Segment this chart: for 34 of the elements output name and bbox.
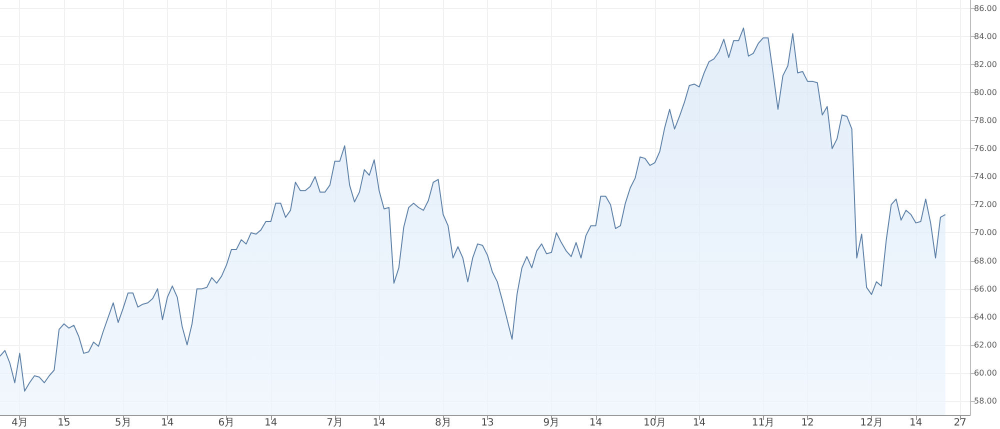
x-tick-label: 11月 xyxy=(752,418,775,428)
y-tick-label: 76.00 xyxy=(974,144,997,154)
y-tick-label: 64.00 xyxy=(974,312,997,322)
x-tick-label: 8月 xyxy=(434,418,452,428)
y-tick-label: 86.00 xyxy=(974,4,997,13)
y-tick-label: 74.00 xyxy=(974,172,997,182)
x-tick-label: 14 xyxy=(161,418,174,428)
x-tick-label: 14 xyxy=(692,418,706,428)
x-tick-label: 9月 xyxy=(543,418,560,428)
x-tick-label: 4月 xyxy=(12,418,28,428)
x-tick-label: 13 xyxy=(481,418,494,428)
y-tick-label: 80.00 xyxy=(974,88,997,98)
y-tick-label: 78.00 xyxy=(974,116,997,126)
y-tick-label: 66.00 xyxy=(974,284,997,294)
x-tick-label: 14 xyxy=(264,418,278,428)
x-tick-label: 5月 xyxy=(114,418,132,428)
x-tick-label: 12 xyxy=(801,418,814,428)
x-tick-label: 14 xyxy=(372,418,386,428)
y-tick-label: 82.00 xyxy=(974,60,997,69)
y-tick-label: 60.00 xyxy=(974,368,997,378)
y-tick-label: 84.00 xyxy=(974,32,997,41)
x-tick-label: 7月 xyxy=(326,418,344,428)
x-tick-label: 14 xyxy=(909,418,922,428)
y-tick-label: 70.00 xyxy=(974,228,997,238)
x-tick-label: 12月 xyxy=(860,418,883,428)
x-tick-label: 15 xyxy=(58,418,70,428)
x-tick-label: 14 xyxy=(589,418,602,428)
y-tick-label: 62.00 xyxy=(974,340,997,350)
x-tick-label: 10月 xyxy=(644,418,666,428)
y-tick-label: 72.00 xyxy=(974,200,997,210)
y-tick-label: 58.00 xyxy=(974,396,997,406)
x-tick-label: 27 xyxy=(954,418,967,428)
y-tick-label: 68.00 xyxy=(974,256,997,266)
x-tick-label: 6月 xyxy=(218,418,235,428)
